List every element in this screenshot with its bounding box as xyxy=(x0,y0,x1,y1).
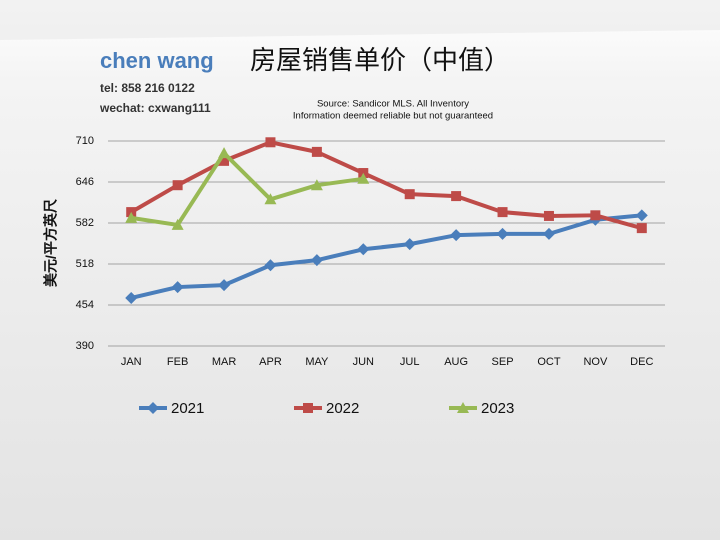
marker xyxy=(542,227,555,240)
marker xyxy=(457,402,469,413)
marker xyxy=(147,402,159,414)
y-tick-label: 518 xyxy=(76,258,94,270)
marker xyxy=(636,223,647,234)
top-decoration xyxy=(0,0,720,40)
x-tick-label: DEC xyxy=(630,356,653,368)
legend-label: 2021 xyxy=(171,400,204,417)
y-tick-label: 454 xyxy=(76,299,94,311)
marker xyxy=(172,180,183,191)
marker xyxy=(265,137,276,148)
marker xyxy=(171,218,184,230)
agent-wechat: wechat: cxwang111 xyxy=(99,101,211,115)
marker xyxy=(311,146,322,157)
y-axis-label: 美元/平方英尺 xyxy=(43,199,59,287)
marker xyxy=(310,179,323,191)
x-tick-label: AUG xyxy=(444,356,468,368)
marker xyxy=(125,291,138,304)
marker xyxy=(403,238,416,251)
marker xyxy=(357,243,370,256)
x-tick-label: MAY xyxy=(305,356,329,368)
marker xyxy=(264,193,277,205)
source-line: Information deemed reliable but not guar… xyxy=(293,111,493,122)
x-tick-label: NOV xyxy=(583,356,608,368)
marker xyxy=(404,189,415,200)
marker xyxy=(450,229,463,242)
y-tick-label: 646 xyxy=(76,176,94,188)
marker xyxy=(357,172,370,184)
marker xyxy=(264,259,277,272)
agent-name: chen wang xyxy=(100,48,214,73)
agent-tel: tel: 858 216 0122 xyxy=(100,81,195,95)
source-line: Source: Sandicor MLS. All Inventory xyxy=(317,99,469,110)
x-tick-label: MAR xyxy=(212,356,237,368)
y-tick-label: 582 xyxy=(76,217,94,229)
marker xyxy=(635,209,648,222)
x-tick-label: OCT xyxy=(537,356,561,368)
x-tick-label: SEP xyxy=(492,356,514,368)
marker xyxy=(171,281,184,294)
y-tick-label: 710 xyxy=(76,135,94,147)
marker xyxy=(219,155,230,166)
chart-title: 房屋销售单价（中值） xyxy=(250,45,510,75)
marker xyxy=(310,254,323,267)
legend-label: 2023 xyxy=(481,400,514,417)
marker xyxy=(543,210,554,221)
marker xyxy=(125,211,138,223)
x-tick-label: JUL xyxy=(400,356,420,368)
x-tick-label: APR xyxy=(259,356,282,368)
series-line xyxy=(130,151,364,227)
marker xyxy=(218,279,231,292)
marker xyxy=(496,227,509,240)
series-line xyxy=(130,213,642,300)
marker xyxy=(218,147,231,159)
marker xyxy=(590,210,601,221)
marker xyxy=(497,207,508,218)
x-tick-label: FEB xyxy=(167,356,188,368)
y-tick-label: 390 xyxy=(76,340,94,352)
marker xyxy=(451,191,462,202)
marker xyxy=(303,403,313,413)
x-tick-label: JUN xyxy=(353,356,374,368)
x-tick-label: JAN xyxy=(121,356,142,368)
legend-label: 2022 xyxy=(326,400,359,417)
